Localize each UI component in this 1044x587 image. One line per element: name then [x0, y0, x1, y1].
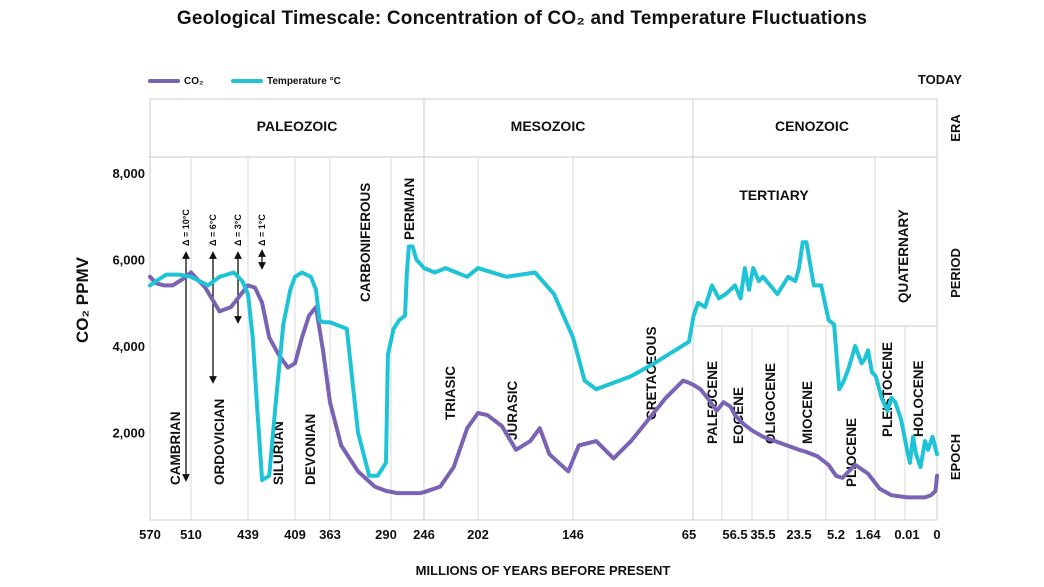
chart-title: Geological Timescale: Concentration of C… [176, 8, 868, 29]
x-tick-label: 35.5 [750, 527, 775, 542]
y-axis-label: CO₂ PPMV [73, 256, 92, 343]
series-line-co [148, 270, 939, 500]
epoch-label-pleistocene: PLEISTOCENE [880, 342, 895, 437]
period-label-jurasic: JURASIC [505, 380, 520, 440]
x-tick-label: 56.5 [722, 527, 747, 542]
period-label-cambrian: CAMBRIAN [168, 412, 183, 486]
x-tick-label: 0 [933, 527, 940, 542]
epoch-label-eocene: EOCENE [731, 387, 746, 444]
x-tick-label: 510 [180, 527, 202, 542]
x-tick-label: 246 [413, 527, 435, 542]
era-label-paleozoic: PALEOZOIC [257, 118, 338, 134]
annotation-label: Δ = 3°C [233, 214, 243, 246]
chart-frame [149, 98, 938, 521]
period-label-permian: PERMIAN [402, 178, 417, 240]
annotation-label: Δ = 1°C [257, 214, 267, 246]
x-axis-label: MILLIONS OF YEARS BEFORE PRESENT [416, 563, 671, 578]
y-tick-label: 6,000 [112, 253, 145, 268]
period-label-cretaceous: CRETACEOUS [644, 326, 659, 420]
row-label-period: PERIOD [948, 248, 963, 298]
x-tick-label: 65 [682, 527, 696, 542]
legend-label-temperature-c: Temperature °C [267, 76, 341, 87]
epoch-label-holocene: HOLOCENE [911, 360, 926, 437]
x-tick-label: 363 [319, 527, 341, 542]
y-tick-label: 4,000 [112, 339, 145, 354]
era-label-cenozoic: CENOZOIC [775, 118, 849, 134]
period-label-carboniferous: CARBONIFEROUS [358, 183, 373, 302]
y-tick-label: 2,000 [112, 426, 145, 441]
today-label: TODAY [918, 72, 962, 87]
epoch-label-miocene: MIOCENE [800, 381, 815, 444]
x-tick-label: 202 [467, 527, 489, 542]
x-tick-label: 290 [375, 527, 397, 542]
x-tick-label: 23.5 [786, 527, 811, 542]
annotation-label: Δ = 6°C [208, 214, 218, 246]
y-tick-label: 8,000 [112, 166, 145, 181]
x-tick-label: 1.64 [855, 527, 881, 542]
row-label-epoch: EPOCH [948, 434, 963, 480]
series-line-temperature-c [148, 240, 939, 483]
period-label-devonian: DEVONIAN [303, 414, 318, 485]
temperature-annotations: Δ = 10°C Δ = 6°C Δ = 3°C Δ = 1°C [181, 209, 267, 482]
x-tick-label: 146 [562, 527, 584, 542]
x-tick-label: 439 [237, 527, 259, 542]
x-tick-label: 0.01 [894, 527, 919, 542]
x-tick-label: 5.2 [827, 527, 845, 542]
x-tick-label: 570 [139, 527, 161, 542]
epoch-label-oligocene: OLIGOCENE [763, 363, 778, 444]
x-tick-label: 409 [284, 527, 306, 542]
legend-label-co: CO₂ [184, 76, 203, 87]
period-label-quaternary: QUATERNARY [896, 209, 911, 303]
period-label-triasic: TRIASIC [443, 366, 458, 420]
period-label-ordovician: ORDOVICIAN [212, 399, 227, 485]
row-label-era: ERA [948, 114, 963, 142]
annotation-label: Δ = 10°C [181, 209, 191, 246]
era-label-mesozoic: MESOZOIC [511, 118, 586, 134]
period-label-tertiary: TERTIARY [739, 187, 809, 203]
period-label-silurian: SILURIAN [271, 421, 286, 485]
